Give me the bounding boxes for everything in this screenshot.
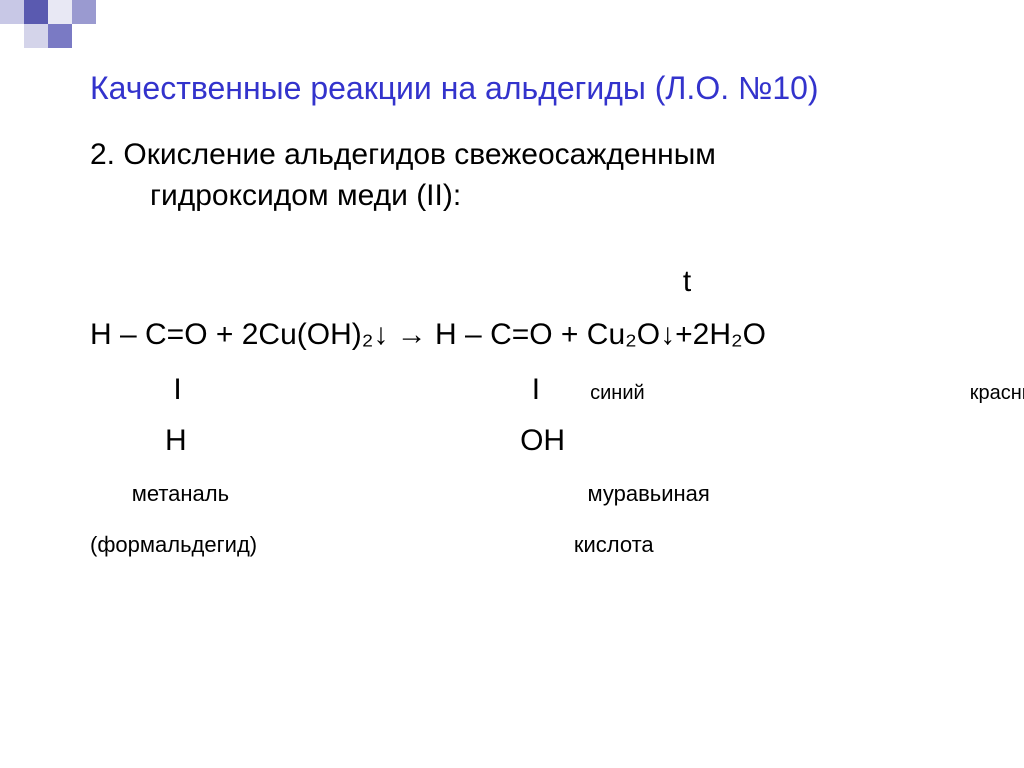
temperature-label: t	[90, 256, 964, 307]
subtitle-line-1: 2. Окисление альдегидов свежеосажденным	[90, 138, 716, 171]
name-right: муравьиная	[587, 481, 709, 506]
decor-square	[24, 24, 48, 48]
decor-square	[48, 0, 72, 24]
chemical-equation: H – C=O + 2Cu(OH)₂↓ → H – C=O + Cu₂O↓+2H…	[90, 309, 964, 360]
decor-square	[0, 24, 24, 48]
paren-left: (формальдегид)	[90, 532, 257, 557]
color-label-blue: синий	[590, 382, 645, 404]
equation-block: t H – C=O + 2Cu(OH)₂↓ → H – C=O + Cu₂O↓+…	[90, 256, 964, 568]
name-row: метаналь муравьиная	[90, 466, 964, 517]
decor-square	[72, 24, 96, 48]
bond-row: I I синий красный	[90, 364, 964, 415]
atom-row: H OH	[90, 415, 964, 466]
subtitle-line-2: гидроксидом меди (II):	[90, 179, 461, 212]
color-label-red: красный	[970, 382, 1024, 404]
decor-square	[24, 0, 48, 24]
bond-marks: I I	[90, 373, 540, 406]
paren-row: (формальдегид) кислота	[90, 517, 964, 568]
decor-square	[0, 0, 24, 24]
corner-decoration	[0, 0, 180, 60]
paren-right: кислота	[574, 532, 654, 557]
decor-square	[72, 0, 96, 24]
decor-square	[48, 24, 72, 48]
slide-content: Качественные реакции на альдегиды (Л.О. …	[0, 0, 1024, 568]
name-left: метаналь	[132, 481, 229, 506]
slide-title: Качественные реакции на альдегиды (Л.О. …	[90, 70, 964, 107]
slide-subtitle: 2. Окисление альдегидов свежеосажденным …	[90, 135, 964, 216]
